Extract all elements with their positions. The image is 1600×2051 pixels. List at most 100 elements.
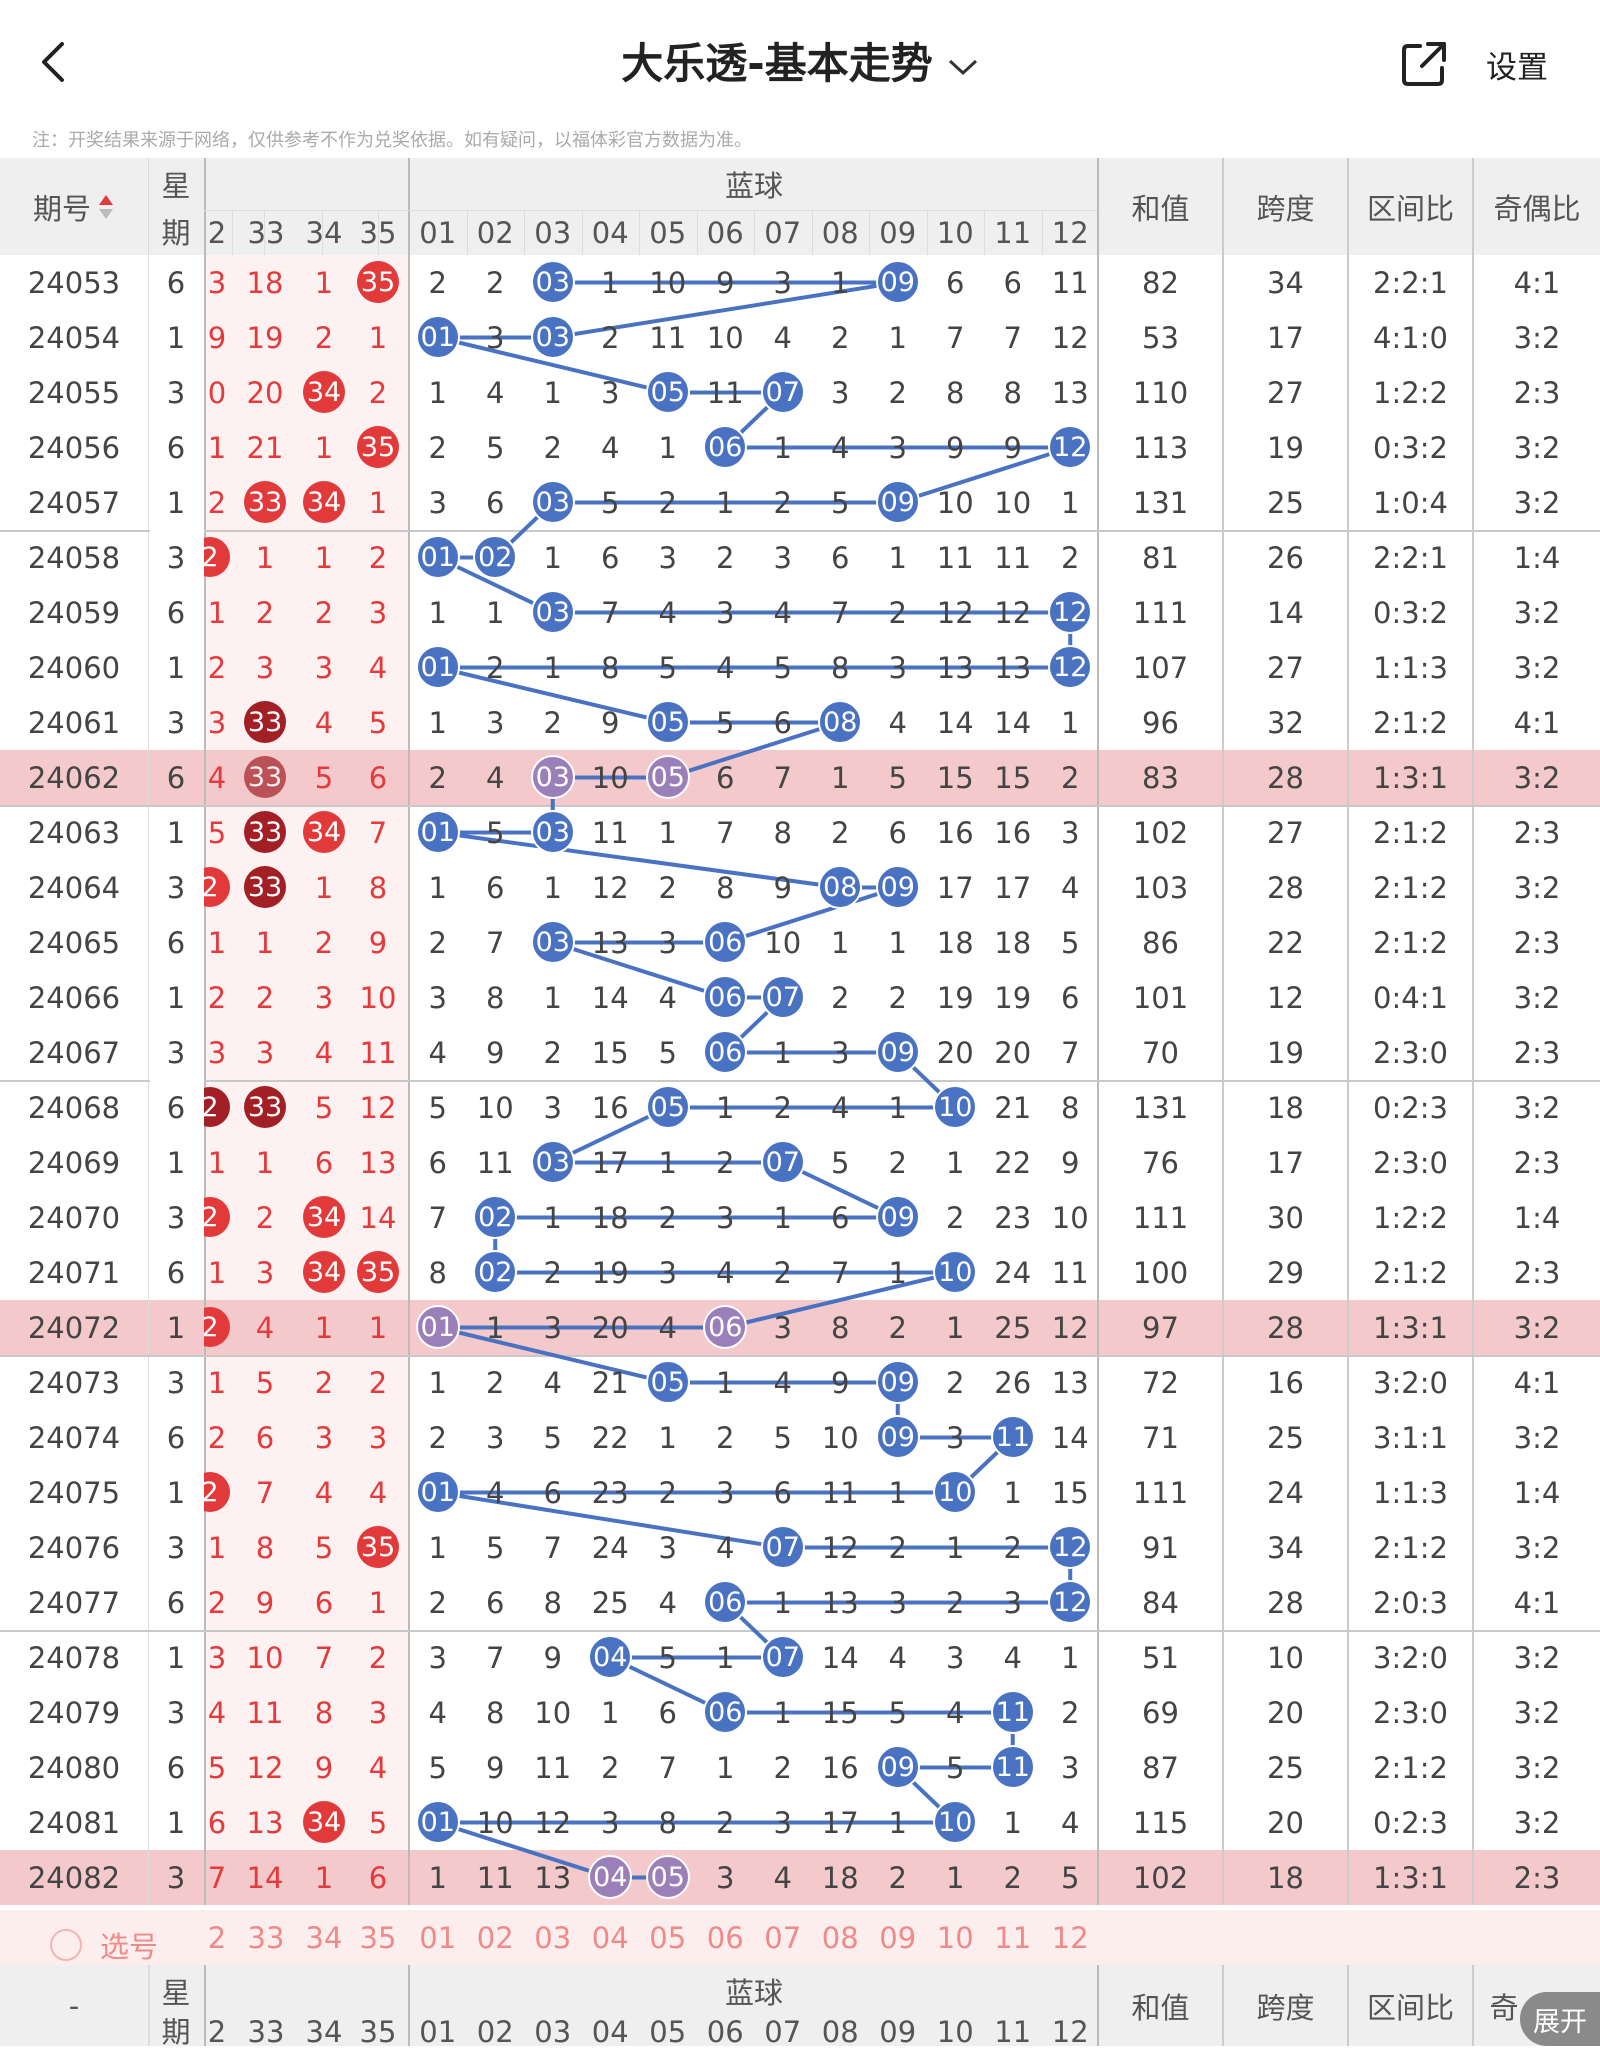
odd-even-ratio: 1:4 <box>1513 540 1561 575</box>
expand-button[interactable]: 展开 <box>1520 1992 1600 2046</box>
blue-miss-count: 3 <box>831 375 850 410</box>
blue-miss-count: 5 <box>486 815 505 850</box>
span-value: 28 <box>1267 1585 1304 1620</box>
blue-miss-count: 8 <box>486 1695 505 1730</box>
blue-miss-count: 3 <box>716 1200 735 1235</box>
column-divider <box>408 1965 410 2046</box>
issue-number: 24079 <box>27 1695 121 1730</box>
pick-blue-number[interactable]: 07 <box>764 1920 802 1955</box>
column-divider <box>926 210 928 255</box>
pick-blue-number[interactable]: 01 <box>419 1920 457 1955</box>
page-title-dropdown[interactable]: 大乐透-基本走势 <box>0 30 1600 91</box>
weekday: 6 <box>166 1750 186 1785</box>
sum-value: 81 <box>1142 540 1179 575</box>
blue-miss-count: 1 <box>946 1310 965 1345</box>
red-miss-count: 7 <box>368 815 388 850</box>
blue-ball: 06 <box>703 920 748 964</box>
weekday: 3 <box>166 540 186 575</box>
red-miss-count: 7 <box>255 1475 275 1510</box>
blue-miss-count: 10 <box>994 485 1032 520</box>
red-miss-count: 2 <box>255 980 275 1015</box>
blue-miss-count: 16 <box>821 1750 859 1785</box>
blue-miss-count: 5 <box>1061 1860 1080 1895</box>
blue-miss-count: 25 <box>994 1310 1032 1345</box>
weekday: 3 <box>166 1530 186 1565</box>
zone-ratio: 2:1:2 <box>1373 925 1448 960</box>
sum-value: 111 <box>1132 595 1189 630</box>
blue-miss-count: 5 <box>486 1530 505 1565</box>
back-arrow-icon[interactable] <box>34 40 78 84</box>
blue-miss-count: 26 <box>994 1365 1032 1400</box>
blue-ball: 04 <box>588 1855 633 1899</box>
blue-miss-count: 6 <box>831 540 850 575</box>
red-miss-count: 4 <box>255 1310 275 1345</box>
blue-miss-count: 9 <box>543 1640 562 1675</box>
pick-red-number[interactable]: 2 <box>207 1920 227 1955</box>
blue-miss-count: 2 <box>486 265 505 300</box>
issue-number: 24080 <box>27 1750 121 1785</box>
blue-miss-count: 6 <box>888 815 907 850</box>
red-miss-count: 9 <box>255 1585 275 1620</box>
sum-value: 96 <box>1142 705 1179 740</box>
blue-miss-count: 1 <box>831 925 850 960</box>
weekday: 3 <box>166 1200 186 1235</box>
blue-miss-count: 3 <box>658 925 677 960</box>
blue-miss-count: 23 <box>591 1475 629 1510</box>
pick-blue-number[interactable]: 04 <box>591 1920 629 1955</box>
pick-red-number[interactable]: 34 <box>305 1920 343 1955</box>
blue-miss-count: 1 <box>946 1145 965 1180</box>
red-edge-cell: 3 <box>207 265 227 300</box>
blue-miss-count: 12 <box>994 595 1032 630</box>
blue-miss-count: 10 <box>764 925 802 960</box>
issue-number: 24055 <box>27 375 121 410</box>
pick-blue-number[interactable]: 05 <box>649 1920 687 1955</box>
sum-value: 131 <box>1132 1090 1189 1125</box>
blue-ball: 01 <box>415 810 460 854</box>
blue-miss-count: 20 <box>936 1035 974 1070</box>
settings-button[interactable]: 设置 <box>1486 50 1548 86</box>
blue-miss-count: 13 <box>1051 375 1089 410</box>
column-divider <box>1347 158 1349 1905</box>
blue-miss-count: 2 <box>543 705 562 740</box>
pick-blue-number[interactable]: 11 <box>994 1920 1032 1955</box>
blue-ball: 03 <box>530 1140 575 1184</box>
pick-blue-number[interactable]: 10 <box>936 1920 974 1955</box>
pick-blue-number[interactable]: 02 <box>476 1920 514 1955</box>
blue-miss-count: 7 <box>428 1200 447 1235</box>
blue-miss-count: 1 <box>831 265 850 300</box>
blue-miss-count: 4 <box>888 705 907 740</box>
share-icon[interactable] <box>1398 38 1450 90</box>
red-miss-count: 4 <box>368 650 388 685</box>
blue-miss-count: 4 <box>601 430 620 465</box>
blue-miss-count: 10 <box>534 1695 572 1730</box>
bottom-blue-header: 10 <box>936 2014 974 2049</box>
red-miss-count: 2 <box>255 595 275 630</box>
sort-arrow-icon[interactable] <box>97 194 115 220</box>
pick-blue-number[interactable]: 12 <box>1051 1920 1089 1955</box>
red-edge-cell: 1 <box>207 925 227 960</box>
pick-number-toggle[interactable]: 选号 <box>50 1924 158 1966</box>
weekday: 3 <box>166 1035 186 1070</box>
pick-blue-number[interactable]: 09 <box>879 1920 917 1955</box>
odd-even-ratio: 3:2 <box>1513 1640 1561 1675</box>
blue-miss-count: 11 <box>476 1860 514 1895</box>
pick-blue-number[interactable]: 06 <box>706 1920 744 1955</box>
pick-red-number[interactable]: 35 <box>359 1920 397 1955</box>
bottom-repeat-header: - 星期 蓝球 2 33 34 35 01 02 03 04 05 06 07 08 09 10 11 12 和值 跨度… <box>0 1965 1600 2049</box>
weekday: 3 <box>166 375 186 410</box>
issue-header: 期号 <box>0 158 148 255</box>
pick-blue-number[interactable]: 03 <box>534 1920 572 1955</box>
pick-blue-number[interactable]: 08 <box>821 1920 859 1955</box>
column-divider <box>232 210 233 255</box>
pick-red-number[interactable]: 33 <box>247 1920 285 1955</box>
red-miss-count: 12 <box>246 1750 284 1785</box>
blue-miss-count: 9 <box>831 1365 850 1400</box>
sum-value: 83 <box>1142 760 1179 795</box>
blue-ball: 07 <box>760 1140 805 1184</box>
odd-even-ratio: 3:2 <box>1513 485 1561 520</box>
bottom-span: 跨度 <box>1256 1990 1315 2025</box>
odd-even-ratio: 3:2 <box>1513 595 1561 630</box>
red-ball: 34 <box>303 371 345 413</box>
red-ball: 33 <box>244 756 286 798</box>
issue-number: 24061 <box>27 705 121 740</box>
